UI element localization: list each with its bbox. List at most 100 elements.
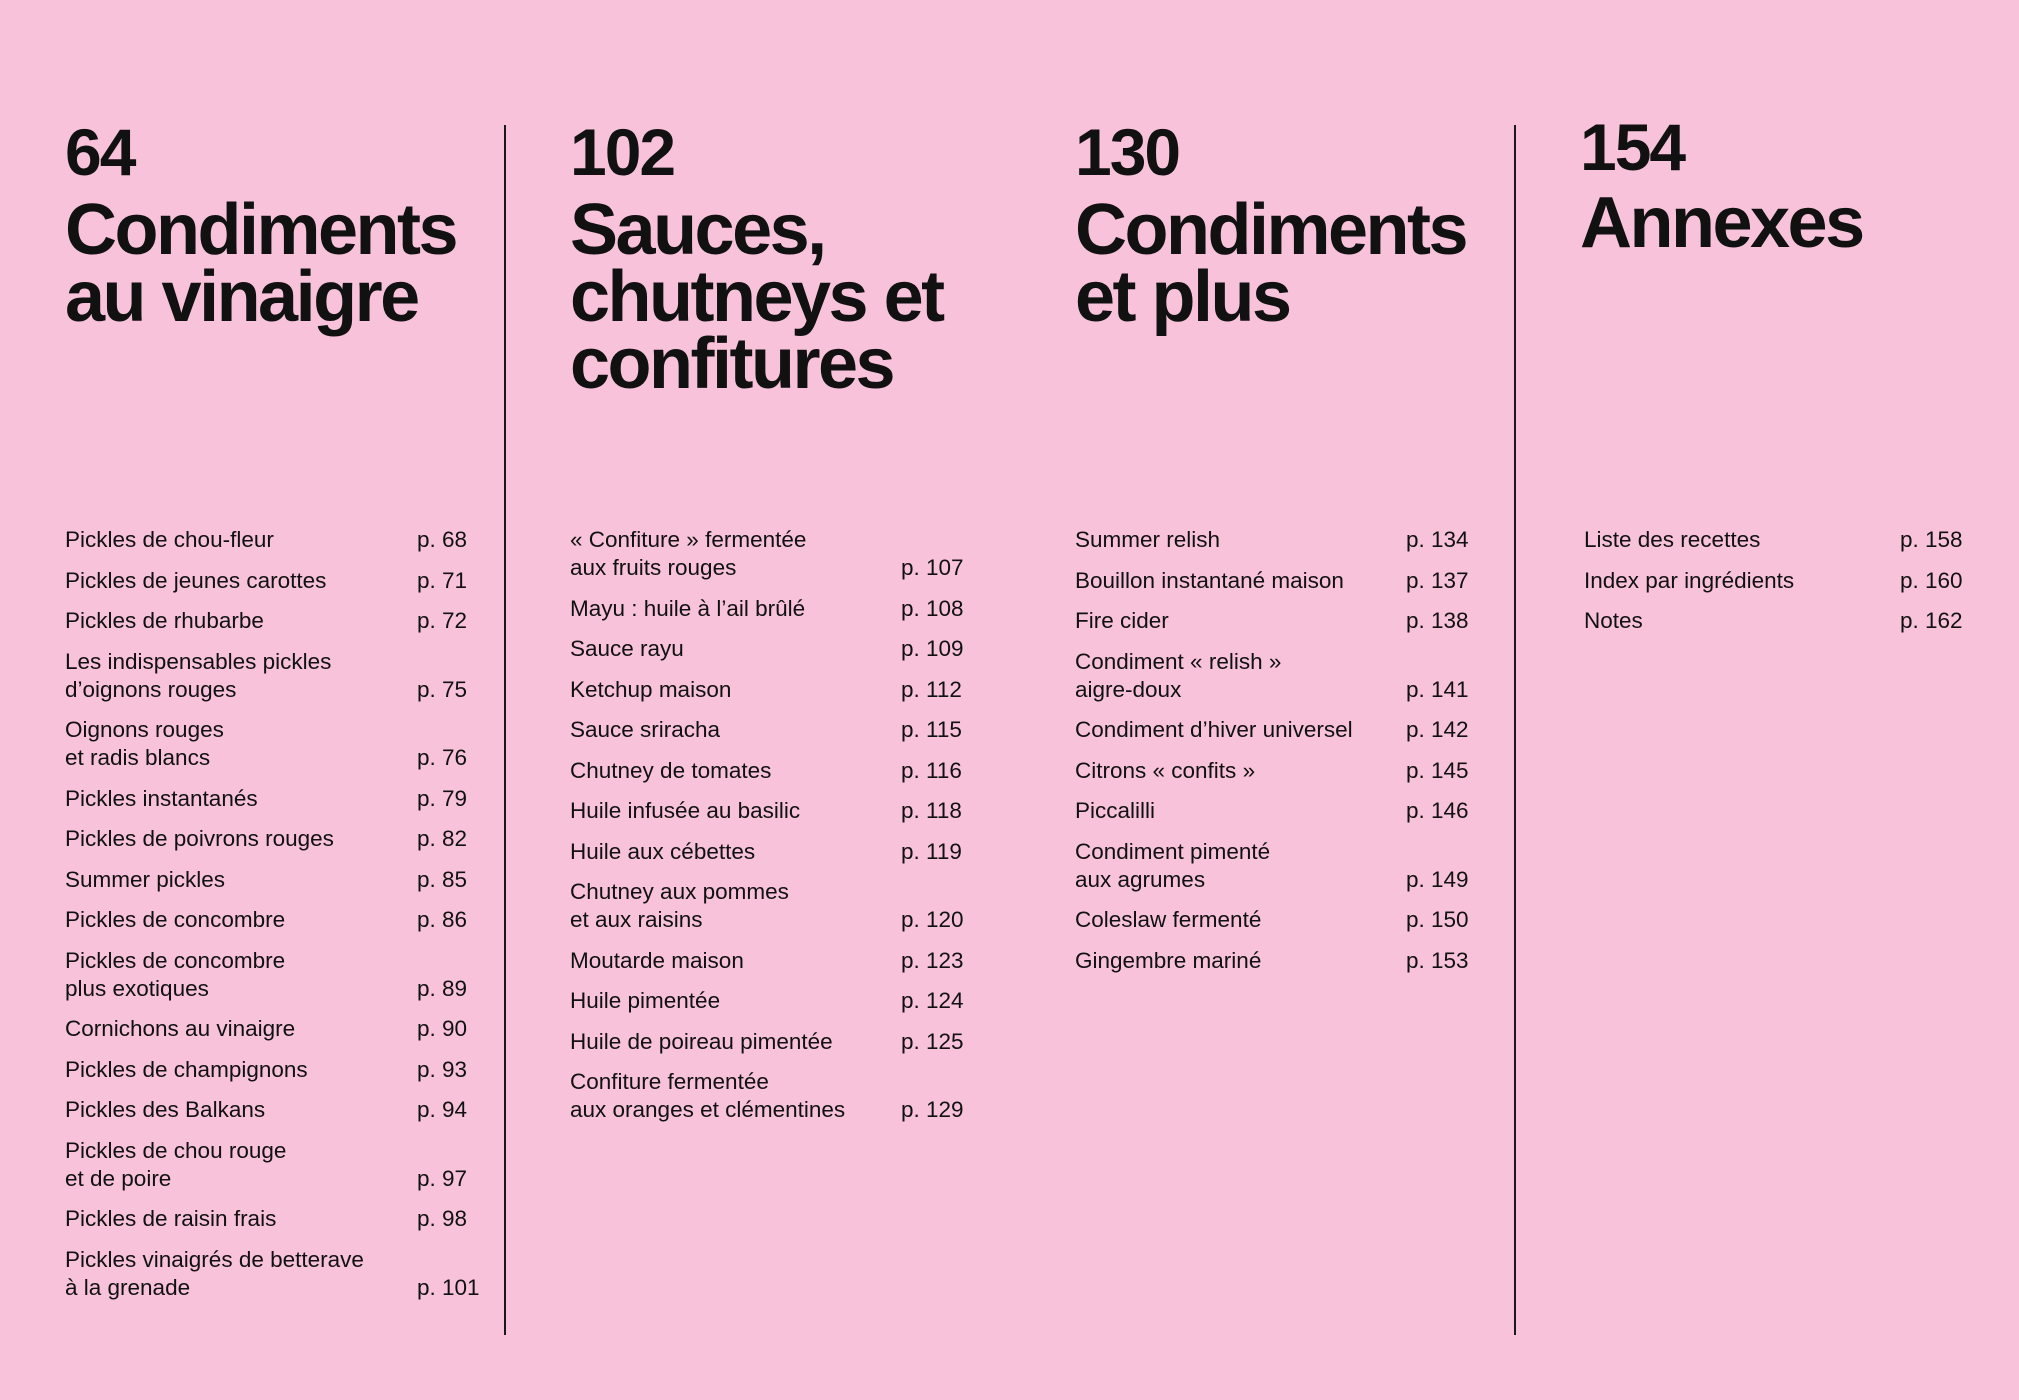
toc-entry[interactable]: Chutney de tomates p. 116 bbox=[570, 757, 975, 785]
toc-entry[interactable]: Condiment d’hiver universel p. 142 bbox=[1075, 716, 1475, 744]
toc-entry-page: p. 116 bbox=[901, 757, 962, 783]
toc-entry-title: Citrons « confits » bbox=[1075, 757, 1256, 783]
toc-entry[interactable]: Pickles de chou-fleur p. 68 bbox=[65, 526, 475, 554]
toc-entry[interactable]: Gingembre mariné p. 153 bbox=[1075, 947, 1475, 975]
toc-entry-title: Pickles de chou-fleur bbox=[65, 527, 274, 552]
toc-entry[interactable]: Summer relish p. 134 bbox=[1075, 526, 1475, 554]
toc-entry-page: p. 146 bbox=[1406, 798, 1469, 823]
toc-entry-title: Huile de poireau pimentée bbox=[570, 1028, 833, 1054]
toc-entry[interactable]: Les indispensables pickles d’oignons rou… bbox=[65, 648, 475, 704]
toc-entry-title: Chutney aux pommes et aux raisins bbox=[570, 879, 789, 932]
toc-entry-page: p. 86 bbox=[417, 907, 468, 932]
toc-entry-page: p. 123 bbox=[901, 947, 964, 973]
toc-entry-page: p. 101 bbox=[417, 1274, 480, 1300]
toc-entry[interactable]: Pickles de chou rouge et de poire p. 97 bbox=[65, 1137, 475, 1193]
toc-entry-title: Gingembre mariné bbox=[1075, 947, 1262, 973]
toc-entry-title: Summer pickles bbox=[65, 866, 226, 892]
section-title: Condiments et plus bbox=[1075, 190, 1469, 337]
toc-entry[interactable]: Index par ingrédients p. 160 bbox=[1584, 567, 1964, 595]
toc-entry[interactable]: Pickles vinaigrés de betterave à la gren… bbox=[65, 1246, 480, 1302]
toc-entry-title: Pickles de chou rouge et de poire bbox=[65, 1137, 287, 1191]
toc-entry[interactable]: Pickles de concombre plus exotiques p. 89 bbox=[65, 947, 475, 1003]
toc-entry-title: Bouillon instantané maison bbox=[1075, 567, 1344, 593]
toc-entry[interactable]: Summer pickles p. 85 bbox=[65, 866, 475, 894]
toc-entry-page: p. 160 bbox=[1900, 567, 1963, 593]
toc-entry[interactable]: Condiment pimenté aux agrumes p. 149 bbox=[1075, 838, 1475, 894]
toc-entry-page: p. 72 bbox=[417, 608, 468, 633]
toc-entry[interactable]: Pickles de poivrons rouges p. 82 bbox=[65, 825, 475, 853]
toc-entry[interactable]: Pickles de rhubarbe p. 72 bbox=[65, 607, 475, 635]
toc-entry-page: p. 150 bbox=[1406, 907, 1469, 932]
toc-entry[interactable]: Huile aux cébettes p. 119 bbox=[570, 838, 975, 866]
section-condiments-au-vinaigre: 64 Condiments au vinaigre Pickles de cho… bbox=[65, 0, 480, 1400]
toc-entry[interactable]: Confiture fermentée aux oranges et cléme… bbox=[570, 1068, 975, 1124]
toc-entry[interactable]: Pickles de concombre p. 86 bbox=[65, 906, 475, 934]
toc-entry[interactable]: Huile pimentée p. 124 bbox=[570, 987, 975, 1015]
toc-entry[interactable]: Pickles instantanés p. 79 bbox=[65, 785, 475, 813]
section-page-number: 130 bbox=[1075, 115, 1181, 189]
toc-entry[interactable]: Huile de poireau pimentée p. 125 bbox=[570, 1028, 975, 1056]
toc-list: « Confiture » fermentée aux fruits rouge… bbox=[570, 526, 975, 1137]
toc-entry-title: Moutarde maison bbox=[570, 947, 744, 973]
toc-entry-page: p. 76 bbox=[417, 745, 468, 770]
toc-entry[interactable]: Moutarde maison p. 123 bbox=[570, 947, 975, 975]
toc-entry[interactable]: Piccalilli p. 146 bbox=[1075, 797, 1475, 825]
toc-entry-title: Pickles instantanés bbox=[65, 785, 258, 811]
toc-entry-title: Pickles de jeunes carottes bbox=[65, 567, 327, 593]
toc-entry[interactable]: Pickles de raisin frais p. 98 bbox=[65, 1205, 475, 1233]
toc-entry-title: « Confiture » fermentée aux fruits rouge… bbox=[570, 527, 807, 580]
toc-entry[interactable]: Coleslaw fermenté p. 150 bbox=[1075, 906, 1475, 934]
toc-entry[interactable]: Citrons « confits » p. 145 bbox=[1075, 757, 1475, 785]
toc-entry[interactable]: Huile infusée au basilic p. 118 bbox=[570, 797, 975, 825]
toc-entry[interactable]: Chutney aux pommes et aux raisins p. 120 bbox=[570, 878, 975, 934]
toc-entry[interactable]: Sauce sriracha p. 115 bbox=[570, 716, 975, 744]
toc-entry-title: Huile aux cébettes bbox=[570, 838, 756, 864]
toc-entry-page: p. 112 bbox=[901, 676, 962, 702]
toc-entry-title: Pickles vinaigrés de betterave à la gren… bbox=[65, 1246, 364, 1300]
toc-entry-title: Condiment pimenté aux agrumes bbox=[1075, 838, 1271, 892]
toc-entry-page: p. 90 bbox=[417, 1016, 468, 1041]
toc-entry[interactable]: Mayu : huile à l’ail brûlé p. 108 bbox=[570, 595, 975, 623]
toc-entry-title: Mayu : huile à l’ail brûlé bbox=[570, 595, 806, 621]
toc-entry[interactable]: Cornichons au vinaigre p. 90 bbox=[65, 1015, 475, 1043]
section-page-number: 154 bbox=[1580, 110, 1686, 184]
toc-entry-title: Sauce sriracha bbox=[570, 717, 721, 742]
toc-entry[interactable]: Liste des recettes p. 158 bbox=[1584, 526, 1964, 554]
toc-entry[interactable]: « Confiture » fermentée aux fruits rouge… bbox=[570, 526, 975, 582]
toc-entry[interactable]: Sauce rayu p. 109 bbox=[570, 635, 975, 663]
toc-entry-page: p. 142 bbox=[1406, 717, 1469, 742]
toc-entry-page: p. 97 bbox=[417, 1165, 468, 1191]
toc-entry-title: Huile pimentée bbox=[570, 988, 721, 1013]
toc-entry-page: p. 93 bbox=[417, 1056, 468, 1082]
toc-entry[interactable]: Pickles des Balkans p. 94 bbox=[65, 1096, 475, 1124]
toc-entry-page: p. 82 bbox=[417, 826, 468, 851]
toc-entry[interactable]: Oignons rouges et radis blancs p. 76 bbox=[65, 716, 475, 772]
section-page-number: 102 bbox=[570, 115, 676, 189]
toc-entry[interactable]: Notes p. 162 bbox=[1584, 607, 1964, 635]
section-annexes: 154 Annexes Liste des recettes p. 158 Inde… bbox=[1580, 0, 1963, 1400]
toc-entry[interactable]: Pickles de champignons p. 93 bbox=[65, 1056, 475, 1084]
toc-entry-page: p. 107 bbox=[901, 555, 964, 580]
toc-entry-page: p. 94 bbox=[417, 1097, 468, 1122]
toc-entry-page: p. 137 bbox=[1406, 567, 1469, 593]
toc-entry-page: p. 124 bbox=[901, 988, 964, 1013]
toc-entry[interactable]: Ketchup maison p. 112 bbox=[570, 676, 975, 704]
toc-entry[interactable]: Fire cider p. 138 bbox=[1075, 607, 1475, 635]
toc-entry-title: Notes bbox=[1584, 608, 1643, 633]
toc-list: Liste des recettes p. 158 Index par ingréd… bbox=[1584, 526, 1964, 648]
toc-entry-page: p. 115 bbox=[901, 717, 962, 742]
toc-entry-title: Confiture fermentée aux oranges et cléme… bbox=[570, 1069, 846, 1122]
toc-entry-page: p. 98 bbox=[417, 1206, 468, 1231]
toc-entry-title: Pickles de concombre plus exotiques bbox=[65, 947, 286, 1001]
toc-entry[interactable]: Bouillon instantané maison p. 137 bbox=[1075, 567, 1475, 595]
toc-entry-title: Huile infusée au basilic bbox=[570, 798, 801, 823]
toc-entry[interactable]: Pickles de jeunes carottes p. 71 bbox=[65, 567, 475, 595]
toc-entry-page: p. 162 bbox=[1900, 608, 1963, 633]
toc-entry-page: p. 85 bbox=[417, 866, 468, 892]
toc-entry-title: Pickles de rhubarbe bbox=[65, 608, 264, 633]
section-title: Sauces, chutneys et confitures bbox=[570, 190, 945, 404]
toc-entry[interactable]: Condiment « relish » aigre-doux p. 141 bbox=[1075, 648, 1475, 704]
section-condiments-et-plus: 130 Condiments et plus Summer relish p. 1… bbox=[1075, 0, 1475, 1400]
toc-entry-title: Ketchup maison bbox=[570, 676, 732, 702]
toc-entry-page: p. 75 bbox=[417, 676, 468, 702]
